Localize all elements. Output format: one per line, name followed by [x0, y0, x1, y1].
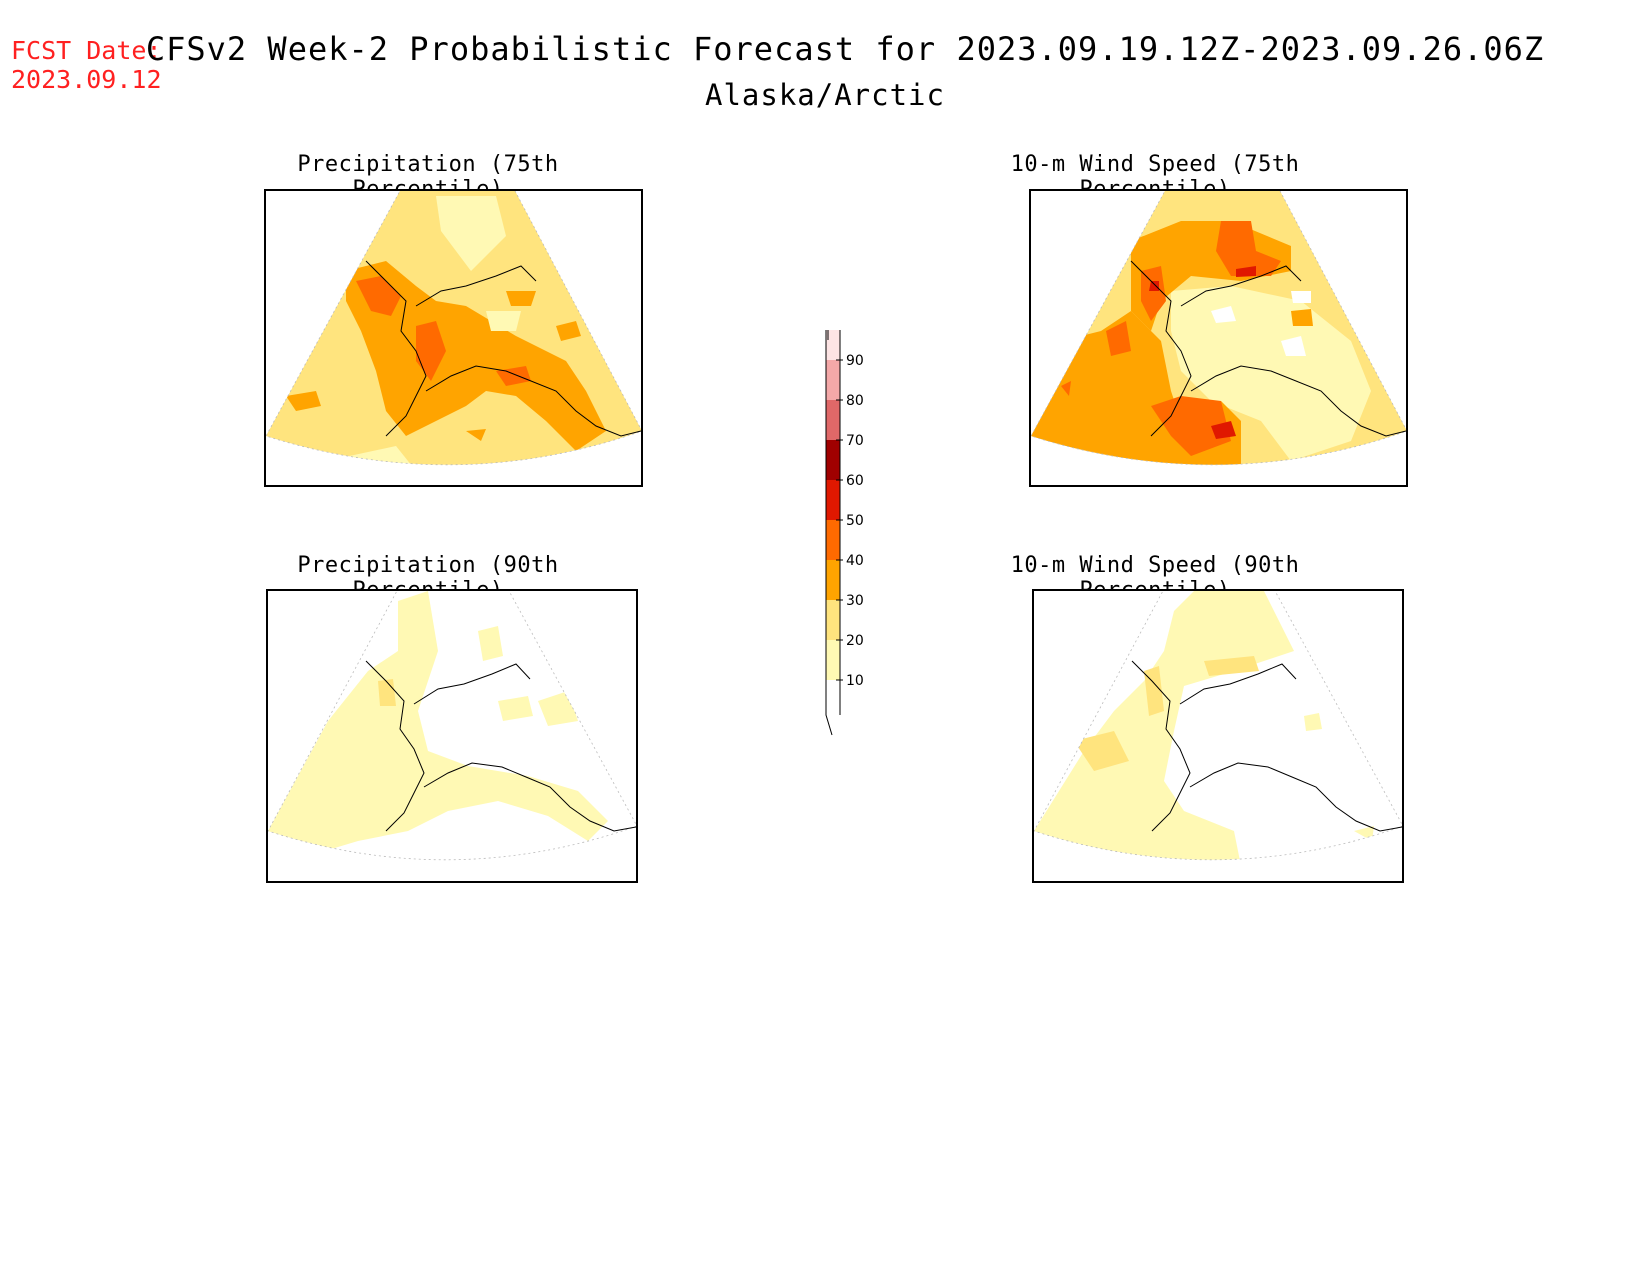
- colorbar-swatches: [825, 330, 841, 736]
- map-precip-75: [264, 189, 643, 487]
- colorbar-swatch: [826, 360, 840, 400]
- colorbar-outline: [825, 330, 841, 736]
- wind-75-shading: [1031, 191, 1406, 465]
- map-precip-75-canvas: [266, 191, 641, 466]
- colorbar-label: 30: [846, 593, 864, 609]
- colorbar-swatch: [826, 330, 840, 360]
- colorbar: 10 20 30 40 50 60 70 80 90: [825, 330, 864, 736]
- colorbar-label: 20: [846, 633, 864, 649]
- precip-75-shading: [266, 191, 641, 465]
- colorbar-label: 10: [846, 673, 864, 689]
- colorbar-swatch: [826, 560, 840, 600]
- colorbar-labels: 10 20 30 40 50 60 70 80 90: [836, 353, 864, 689]
- colorbar-swatch: [826, 400, 840, 440]
- colorbar-label: 60: [846, 473, 864, 489]
- colorbar-label: 90: [846, 353, 864, 369]
- colorbar-swatch: [826, 520, 840, 560]
- colorbar-label: 40: [846, 553, 864, 569]
- wind-90-shading: [1034, 591, 1402, 860]
- map-wind-75-canvas: [1031, 191, 1406, 466]
- fcst-label: FCST Date:: [11, 36, 162, 65]
- colorbar-swatch: [826, 685, 840, 720]
- fcst-date-block: FCST Date: 2023.09.12: [11, 36, 162, 94]
- colorbar-swatch: [826, 480, 840, 520]
- colorbar-label: 70: [846, 433, 864, 449]
- colorbar-swatch: [826, 640, 840, 680]
- colorbar-swatch: [826, 600, 840, 640]
- map-wind-90: [1032, 589, 1404, 883]
- map-wind-90-canvas: [1034, 591, 1402, 861]
- map-precip-90: [266, 589, 638, 883]
- page-subtitle: Alaska/Arctic: [705, 78, 945, 112]
- colorbar-label: 50: [846, 513, 864, 529]
- map-precip-90-canvas: [268, 591, 636, 861]
- precip-90-shading: [268, 591, 636, 860]
- page-title: CFSv2 Week-2 Probabilistic Forecast for …: [145, 30, 1545, 68]
- map-wind-75: [1029, 189, 1408, 487]
- colorbar-label: 80: [846, 393, 864, 409]
- colorbar-swatch: [826, 440, 840, 480]
- fcst-date: 2023.09.12: [11, 65, 162, 94]
